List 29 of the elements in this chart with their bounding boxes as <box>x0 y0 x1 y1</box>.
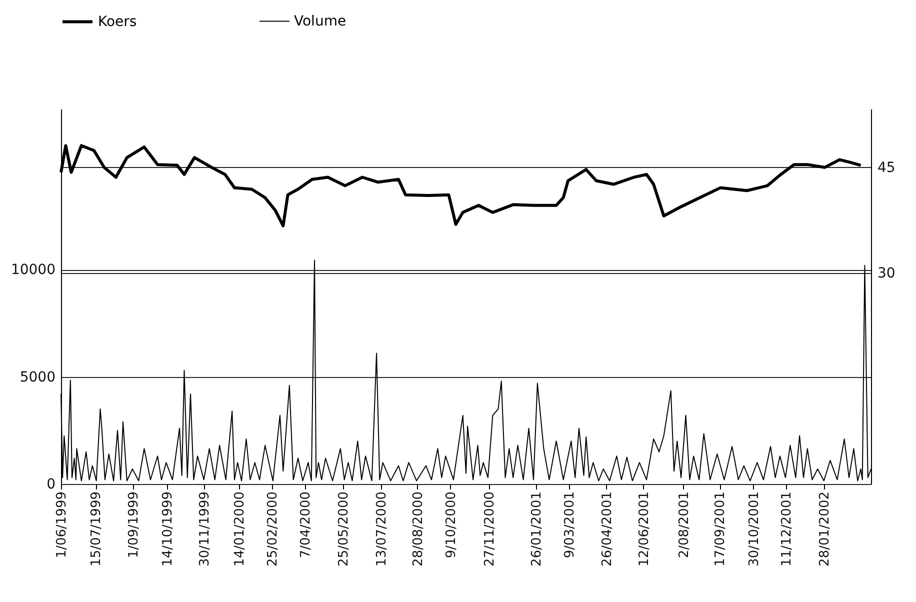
y-tick-label: 10000 <box>10 262 56 278</box>
y2-tick-label: 30 <box>878 265 896 282</box>
x-tick-label: 9/03/2001 <box>562 492 578 558</box>
x-tick-label: 2/08/2001 <box>676 492 692 558</box>
x-tick-label: 13/07/2000 <box>374 492 390 566</box>
x-tick-label: 14/10/1999 <box>160 492 176 566</box>
x-tick-label: 25/02/2000 <box>266 492 281 566</box>
x-tick-label: 17/09/2001 <box>713 492 728 566</box>
x-tick-label: 28/08/2000 <box>410 492 426 566</box>
x-tick-label: 15/07/1999 <box>89 492 104 566</box>
y-tick-label: 5000 <box>20 369 56 386</box>
x-tick-label: 30/10/2001 <box>746 492 762 566</box>
x-tick-label: 25/05/2000 <box>336 492 352 566</box>
x-tick-label: 26/04/2001 <box>600 492 615 566</box>
legend-label: Koers <box>98 14 137 30</box>
x-tick-label: 7/04/2000 <box>298 492 314 558</box>
x-tick-label: 26/01/2001 <box>529 492 544 566</box>
x-tick-label: 9/10/2000 <box>444 492 459 558</box>
x-tick-label: 27/11/2000 <box>482 492 498 566</box>
x-tick-label: 30/11/1999 <box>197 492 212 566</box>
x-tick-label: 1/09/1999 <box>126 492 142 558</box>
x-tick-label: 11/12/2001 <box>780 492 795 566</box>
x-tick-label: 28/01/2002 <box>817 492 832 566</box>
x-tick-label: 14/01/2000 <box>232 492 248 566</box>
x-tick-label: 12/06/2001 <box>636 492 652 566</box>
y2-tick-label: 45 <box>878 160 896 176</box>
y-tick-label: 0 <box>46 476 56 492</box>
legend-label: Volume <box>294 13 346 30</box>
x-tick-label: 1/06/1999 <box>54 492 70 558</box>
